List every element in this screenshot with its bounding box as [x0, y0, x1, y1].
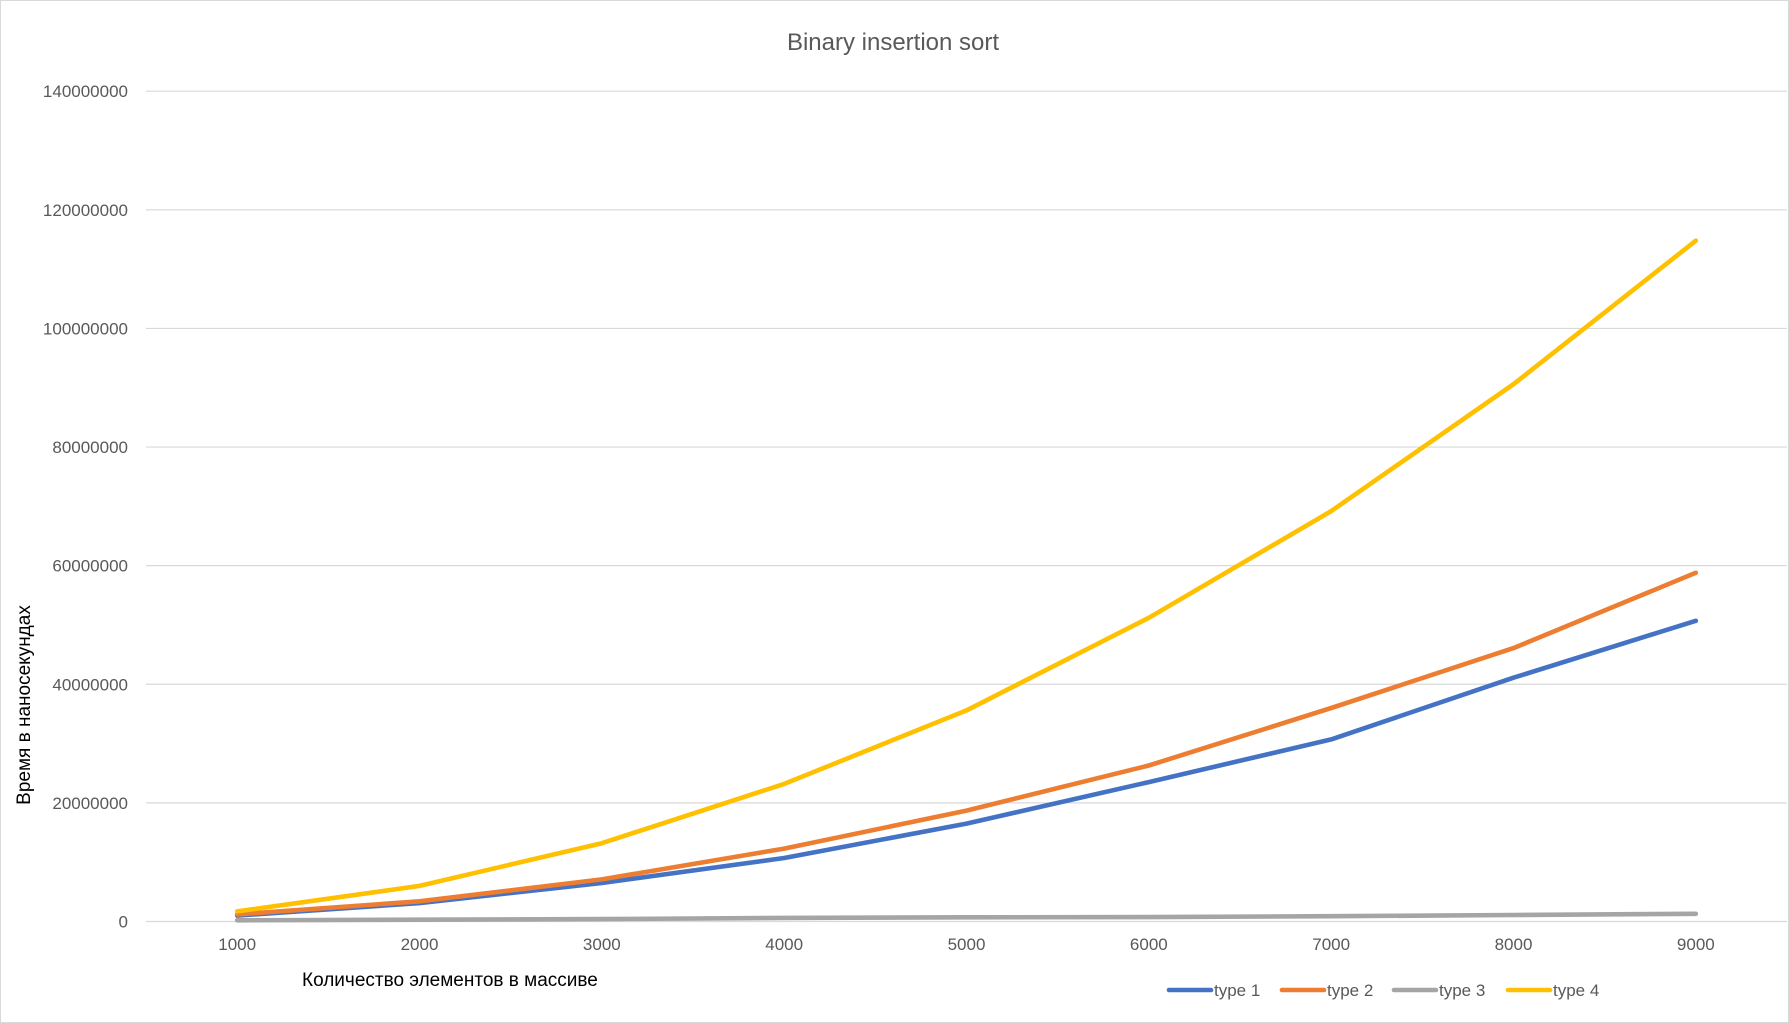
y-tick-label: 80000000	[52, 438, 128, 457]
series-line-type-2	[234, 570, 1699, 917]
series-lines	[234, 238, 1699, 923]
x-tick-label: 3000	[583, 935, 621, 954]
series-line-type-1	[234, 618, 1699, 918]
y-tick-label: 40000000	[52, 675, 128, 694]
x-tick-label: 1000	[218, 935, 256, 954]
legend-label: type 4	[1553, 981, 1599, 1000]
y-tick-label: 120000000	[43, 201, 128, 220]
legend-item-type-2: type 2	[1279, 981, 1373, 1000]
legend-item-type-3: type 3	[1391, 981, 1485, 1000]
y-axis-title: Время в наносекундах	[14, 605, 35, 805]
x-tick-label: 5000	[948, 935, 986, 954]
series-line-type-3	[234, 911, 1699, 923]
legend-label: type 1	[1214, 981, 1260, 1000]
series-line-type-4	[234, 238, 1699, 914]
y-tick-label: 0	[119, 913, 128, 932]
x-tick-label: 6000	[1130, 935, 1168, 954]
x-tick-label: 8000	[1495, 935, 1533, 954]
legend-label: type 2	[1327, 981, 1373, 1000]
y-tick-label: 20000000	[52, 794, 128, 813]
x-tick-label: 9000	[1677, 935, 1715, 954]
legend-label: type 3	[1439, 981, 1485, 1000]
y-axis-tick-labels: 0 20000000 40000000 60000000 80000000 1000000…	[43, 82, 128, 931]
y-tick-label: 100000000	[43, 319, 128, 338]
y-tick-label: 140000000	[43, 82, 128, 101]
legend: type 1 type 2 type 3 type 4	[1166, 981, 1599, 1000]
chart-title: Binary insertion sort	[787, 29, 999, 56]
x-axis-tick-labels: 1000 2000 3000 4000 5000 6000 7000 8000 9000	[218, 935, 1714, 954]
legend-item-type-1: type 1	[1166, 981, 1260, 1000]
x-tick-label: 4000	[765, 935, 803, 954]
legend-item-type-4: type 4	[1505, 981, 1599, 1000]
x-tick-label: 7000	[1312, 935, 1350, 954]
x-axis-title: Количество элементов в массиве	[302, 970, 598, 991]
y-tick-label: 60000000	[52, 557, 128, 576]
gridlines	[146, 90, 1787, 923]
x-tick-label: 2000	[401, 935, 439, 954]
